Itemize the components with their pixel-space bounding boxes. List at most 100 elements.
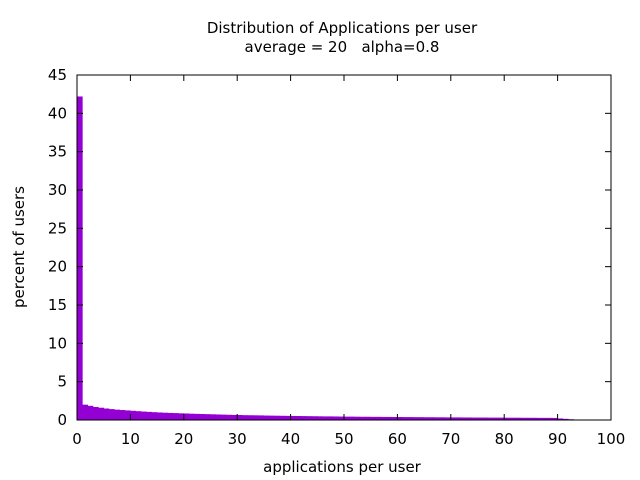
- x-tick-label: 10: [121, 430, 140, 448]
- bar: [402, 417, 409, 420]
- bar: [98, 407, 104, 420]
- bar: [333, 416, 339, 420]
- bar: [178, 413, 185, 420]
- bar: [301, 416, 307, 420]
- bar: [461, 417, 468, 420]
- bar: [247, 415, 254, 420]
- bar: [258, 415, 265, 420]
- bar: [365, 416, 371, 420]
- chart-subtitle: average = 20 alpha=0.8: [245, 38, 440, 56]
- bar: [482, 417, 489, 420]
- bar: [109, 409, 115, 420]
- bar: [413, 417, 420, 420]
- plot-frame: [76, 74, 612, 421]
- bar: [541, 417, 548, 420]
- bar: [557, 418, 564, 420]
- bar: [162, 412, 169, 420]
- bar: [194, 413, 201, 420]
- bar: [552, 417, 558, 420]
- bar: [183, 413, 190, 420]
- bar: [226, 414, 233, 420]
- bar: [493, 417, 500, 420]
- bar: [327, 416, 334, 420]
- bar: [151, 412, 158, 420]
- bar-series: [77, 96, 574, 420]
- bar: [173, 413, 179, 420]
- bar: [381, 416, 388, 420]
- bar: [504, 417, 510, 420]
- bar: [450, 417, 457, 420]
- bar: [354, 416, 361, 420]
- x-tick-label: 30: [228, 430, 247, 448]
- bar: [253, 415, 259, 420]
- bar: [376, 416, 382, 420]
- bar: [279, 415, 286, 420]
- bar: [114, 409, 121, 420]
- x-tick-label: 90: [548, 430, 567, 448]
- bar: [397, 417, 404, 420]
- bar: [242, 415, 249, 420]
- bar: [210, 414, 217, 420]
- bar: [135, 411, 142, 420]
- bar: [231, 414, 238, 420]
- bar: [429, 417, 436, 420]
- bar: [360, 416, 366, 420]
- bar: [205, 414, 211, 420]
- bar: [269, 415, 275, 420]
- bar: [311, 416, 318, 420]
- chart-title: Distribution of Applications per user: [207, 19, 478, 37]
- x-tick-label: 50: [334, 430, 353, 448]
- bar: [562, 418, 569, 420]
- y-tick-label: 40: [48, 104, 67, 122]
- y-tick-label: 20: [48, 258, 67, 276]
- bar: [285, 415, 291, 420]
- y-tick-label: 25: [48, 219, 67, 237]
- bar: [434, 417, 441, 420]
- bar: [274, 415, 281, 420]
- bar: [263, 415, 270, 420]
- bar: [82, 404, 88, 420]
- bar: [514, 417, 521, 420]
- bar: [77, 96, 83, 420]
- bar: [141, 411, 147, 420]
- bar: [498, 417, 505, 420]
- y-tick-label: 0: [57, 411, 67, 429]
- bar: [317, 416, 323, 420]
- bar: [536, 417, 542, 420]
- bar: [125, 410, 131, 420]
- bar: [456, 417, 462, 420]
- bar: [167, 412, 174, 420]
- bar: [338, 416, 345, 420]
- bar: [349, 416, 355, 420]
- x-tick-label: 70: [441, 430, 460, 448]
- y-tick-label: 10: [48, 334, 67, 352]
- bar: [290, 415, 297, 420]
- bar: [546, 417, 553, 420]
- bar: [189, 413, 195, 420]
- bar: [472, 417, 478, 420]
- bar: [221, 414, 227, 420]
- bar: [157, 412, 163, 420]
- bar: [509, 417, 516, 420]
- bar: [199, 414, 206, 420]
- axis-ticks: 0 10 20 30 40 50 60 70 80 90 100 0 5 10 15 20 25 30 35 40 45: [48, 66, 625, 448]
- x-tick-label: 80: [495, 430, 514, 448]
- x-tick-label: 60: [388, 430, 407, 448]
- bar: [488, 417, 494, 420]
- bar: [392, 417, 398, 420]
- bar: [237, 415, 243, 420]
- bar: [370, 416, 377, 420]
- y-tick-label: 15: [48, 296, 67, 314]
- bar: [87, 405, 94, 420]
- y-tick-label: 30: [48, 181, 67, 199]
- bar: [93, 406, 99, 420]
- x-tick-label: 0: [72, 430, 82, 448]
- bar: [306, 416, 313, 420]
- bar: [146, 411, 153, 420]
- bar: [386, 416, 393, 420]
- x-axis-label: applications per user: [263, 458, 422, 476]
- y-tick-label: 45: [48, 66, 67, 84]
- bar: [215, 414, 222, 420]
- bar: [525, 417, 532, 420]
